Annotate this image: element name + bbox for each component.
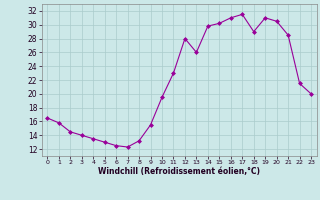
X-axis label: Windchill (Refroidissement éolien,°C): Windchill (Refroidissement éolien,°C) — [98, 167, 260, 176]
